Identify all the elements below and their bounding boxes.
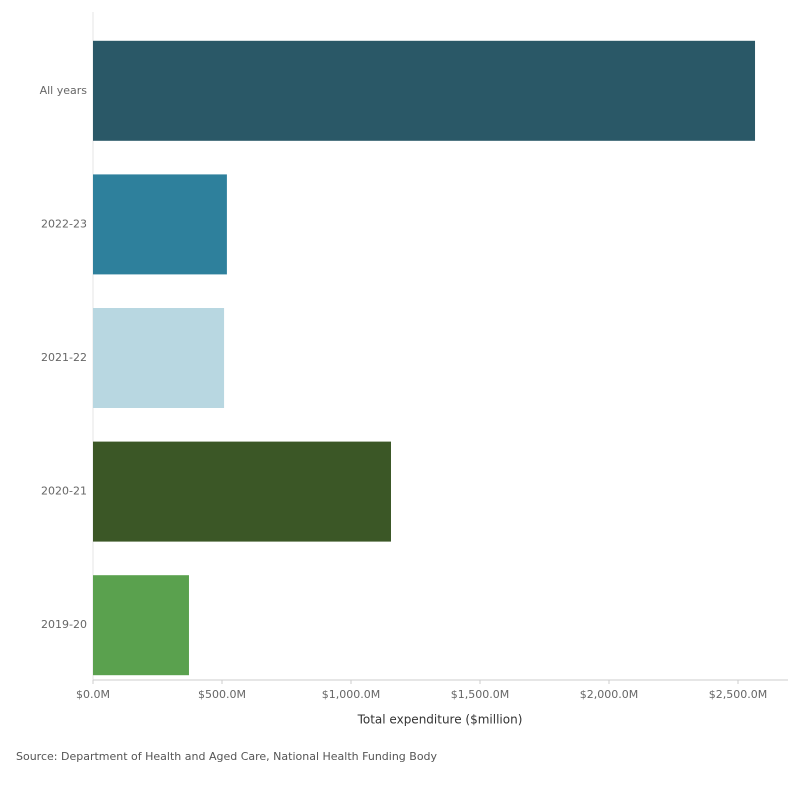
y-tick-label: 2021-22 <box>41 351 87 364</box>
bar <box>93 174 227 275</box>
x-tick-label: $1,500.0M <box>451 688 509 701</box>
x-tick-label: $1,000.0M <box>322 688 380 701</box>
x-tick-label: $0.0M <box>76 688 110 701</box>
bar <box>93 575 189 676</box>
source-note: Source: Department of Health and Aged Ca… <box>16 750 438 763</box>
y-tick-label: 2019-20 <box>41 618 87 631</box>
x-tick-label: $2,500.0M <box>709 688 767 701</box>
bar <box>93 40 756 141</box>
y-tick-label: 2020-21 <box>41 485 87 498</box>
bar <box>93 441 391 542</box>
y-tick-label: All years <box>40 84 88 97</box>
x-tick-label: $2,000.0M <box>580 688 638 701</box>
x-tick-label: $500.0M <box>198 688 246 701</box>
y-tick-label: 2022-23 <box>41 217 87 230</box>
x-axis-title: Total expenditure ($million) <box>357 713 523 727</box>
bar <box>93 308 225 408</box>
